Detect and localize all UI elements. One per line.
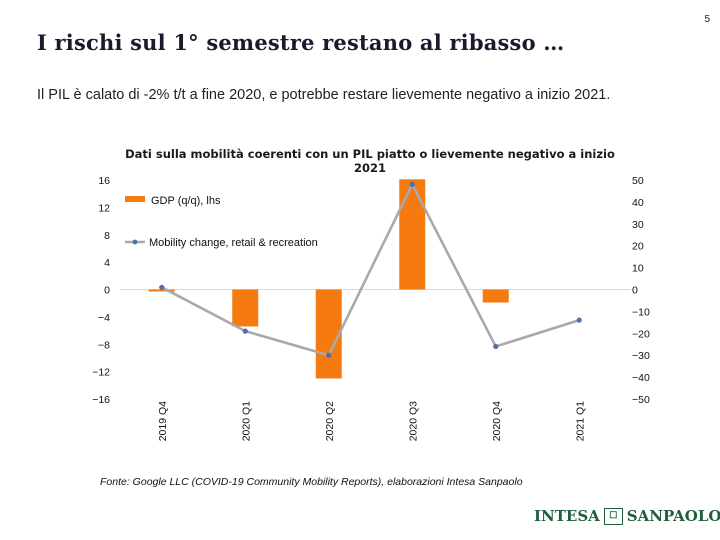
right-axis-tick-label: −30 [632,350,650,362]
x-axis-tick-label: 2020 Q2 [324,401,336,441]
left-axis-tick-label: 4 [104,257,110,269]
left-axis-tick-label: 0 [104,285,110,297]
x-axis-tick-label: 2019 Q4 [157,401,169,441]
right-axis-tick-label: 50 [632,175,644,187]
right-axis-tick-label: 0 [632,285,638,297]
mobility-point [326,352,332,358]
chart-title: Dati sulla mobilità coerenti con un PIL … [125,147,615,175]
right-axis-tick-label: 40 [632,197,644,209]
right-axis-tick-label: −40 [632,372,650,384]
mobility-point [576,317,582,323]
legend-gdp-label: GDP (q/q), lhs [151,195,221,207]
mobility-point [493,343,499,350]
mobility-line [161,183,580,357]
left-axis-tick-label: 8 [104,230,110,242]
legend-gdp-swatch [125,196,145,202]
right-axis-tick-label: 20 [632,241,644,253]
left-axis-tick-label: −8 [98,339,110,351]
right-axis-tick-label: 30 [632,219,644,231]
logo-text-left: INTESA [534,507,600,525]
x-axis-tick-label: 2020 Q4 [491,401,503,441]
left-axis-tick-label: −16 [92,394,110,406]
page-number: 5 [704,14,710,25]
legend-mobility-label: Mobility change, retail & recreation [149,237,318,249]
x-axis-tick-label: 2020 Q1 [240,401,252,441]
left-axis-tick-label: 12 [98,202,110,214]
right-axis-tick-label: −50 [632,394,650,406]
brand-logo: INTESA ☐ SANPAOLO [534,507,720,525]
source-note: Fonte: Google LLC (COVID-19 Community Mo… [100,476,523,488]
page-subtitle: Il PIL è calato di -2% t/t a fine 2020, … [37,87,611,103]
left-axis-tick-label: −4 [98,312,110,324]
logo-emblem-icon: ☐ [603,507,623,525]
right-axis-tick-label: −20 [632,328,650,340]
left-axis-tick-label: −12 [92,367,110,379]
right-axis-tick-label: 10 [632,263,644,275]
x-axis-tick-label: 2020 Q3 [407,401,419,441]
mobility-point [159,284,165,290]
page-title: I rischi sul 1° semestre restano al riba… [37,30,565,55]
left-axis-tick-label: 16 [98,175,110,187]
mobility-point [409,181,415,187]
gdp-bar [232,289,259,327]
mobility-point [242,328,248,334]
legend-mobility-marker [132,239,138,245]
right-axis-tick-label: −10 [632,306,650,318]
gdp-bar [148,289,175,292]
gdp-bar [399,179,426,290]
gdp-bar [482,289,509,303]
gdp-bar [315,289,342,379]
logo-text-right: SANPAOLO [626,507,720,525]
x-axis-tick-label: 2021 Q1 [574,401,586,441]
